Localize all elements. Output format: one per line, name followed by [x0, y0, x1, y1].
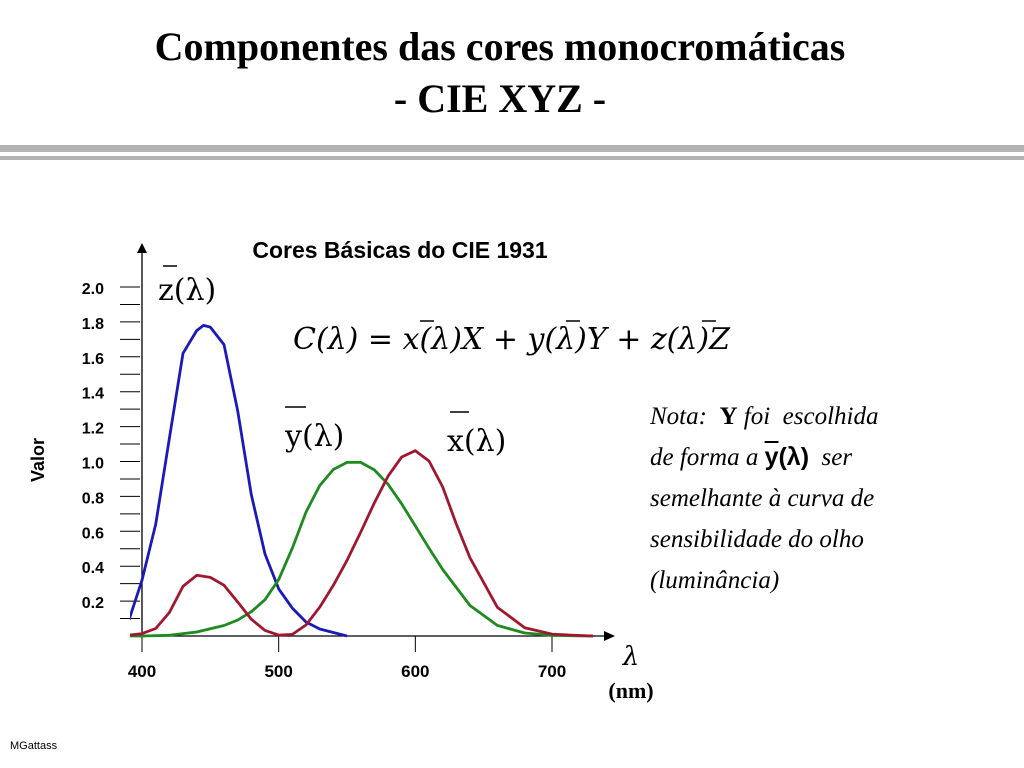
y-ticks: 0.2 0.4 0.6 0.8 1.0 1.2 1.4 1.6 1.8 2.0	[82, 281, 140, 620]
note-line4: sensibilidade do olho	[650, 526, 864, 553]
note-rest1: ser	[821, 444, 853, 471]
chart-axes	[130, 243, 615, 641]
x-axis-arrow	[604, 631, 615, 641]
series-line-x	[130, 449, 594, 638]
x-axis-lambda: λ	[622, 642, 639, 672]
y-axis-arrow	[137, 243, 147, 253]
y-tick-label: 1.2	[82, 421, 104, 438]
x-tick-label: 700	[538, 662, 566, 681]
y-tick-label: 0.2	[82, 595, 104, 612]
series-label-z-text: z(λ)	[158, 273, 216, 308]
y-tick-label: 1.4	[82, 386, 104, 403]
formula: C(λ) = x(λ)X + y(λ)Y + z(λ)Z	[293, 322, 731, 357]
title-divider-thin	[0, 156, 1024, 160]
chart-title: Cores Básicas do CIE 1931	[252, 237, 548, 263]
x-tick-label: 600	[401, 662, 429, 681]
x-ticks: 400 500 600 700	[128, 636, 566, 681]
series-label-x-text: x(λ)	[447, 424, 506, 459]
note-symbol: y(λ)	[764, 443, 810, 471]
x-tick-label: 400	[128, 662, 156, 681]
y-tick-label: 2.0	[82, 281, 104, 298]
series-label-y-text: y(λ)	[284, 419, 344, 454]
y-tick-label: 1.6	[82, 351, 104, 368]
curves	[130, 323, 594, 638]
series-line-y	[130, 460, 594, 638]
y-tick-label: 0.8	[82, 490, 104, 507]
note-middle-2: de forma a	[650, 444, 759, 471]
footer-author: MGattass	[10, 740, 58, 752]
series-label-y: y(λ)	[284, 406, 344, 454]
y-axis-label: Valor	[28, 438, 48, 482]
series-label-x: x(λ)	[447, 411, 506, 459]
series-line-z	[130, 323, 348, 638]
note-line3: semelhante à curva de	[650, 485, 875, 512]
y-tick-label: 1.0	[82, 456, 104, 473]
title-divider-thick	[0, 145, 1024, 152]
note-line5: (luminância)	[650, 567, 780, 594]
y-tick-label: 0.4	[82, 560, 104, 577]
x-tick-label: 500	[264, 662, 292, 681]
x-axis-unit: (nm)	[608, 678, 653, 703]
series-label-z: z(λ)	[158, 265, 216, 308]
note-middle-1: foi escolhida	[743, 403, 879, 430]
y-tick-label: 0.6	[82, 525, 104, 542]
note-prefix: Nota:	[650, 403, 707, 430]
note-bold-word: Y	[719, 403, 738, 430]
slide-title-line1: Componentes das cores monocromáticas	[154, 24, 846, 69]
slide-title-line2: - CIE XYZ -	[393, 76, 607, 121]
note: Nota: Y foi escolhida de forma a y(λ) se…	[650, 396, 878, 601]
y-tick-label: 1.8	[82, 316, 104, 333]
